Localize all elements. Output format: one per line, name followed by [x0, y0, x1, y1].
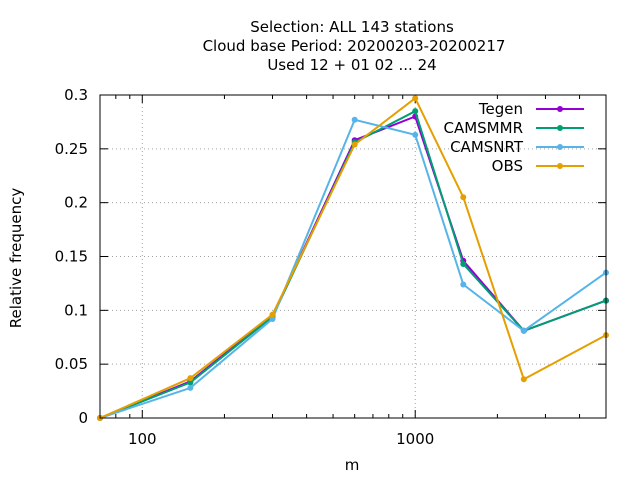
- legend-label-obs: OBS: [492, 157, 523, 175]
- data-point: [412, 95, 419, 102]
- title-line-2: Cloud base Period: 20200203-20200217: [203, 37, 506, 55]
- data-point: [269, 315, 276, 322]
- series-obs: [97, 95, 609, 421]
- title-line-3: Used 12 + 01 02 ... 24: [267, 56, 436, 74]
- legend-label-camsmmr: CAMSMMR: [443, 119, 523, 137]
- x-tick-label: 100: [128, 430, 157, 448]
- data-point: [520, 376, 527, 383]
- series-layer: [97, 95, 609, 421]
- data-point: [412, 108, 419, 115]
- data-point: [351, 141, 358, 148]
- y-tick-label: 0: [78, 409, 88, 427]
- y-tick-label: 0.1: [64, 301, 88, 319]
- y-tick-label: 0.3: [64, 86, 88, 104]
- x-axis-label: m: [345, 456, 360, 474]
- legend-swatch-point: [557, 106, 563, 112]
- title-line-1: Selection: ALL 143 stations: [250, 18, 454, 36]
- legend-label-camsnrt: CAMSNRT: [450, 138, 524, 156]
- ticks: 0 0.05 0.1 0.15 0.2 0.25 0.3 100 1000: [55, 86, 606, 448]
- y-tick-label: 0.15: [55, 248, 88, 266]
- legend-label-tegen: Tegen: [478, 100, 523, 118]
- data-point: [269, 311, 276, 318]
- data-point: [412, 131, 419, 138]
- data-point: [520, 327, 527, 334]
- plot-frame: [99, 94, 607, 419]
- data-point: [187, 379, 194, 386]
- data-point: [460, 261, 467, 268]
- y-tick-label: 0.05: [55, 355, 88, 373]
- data-point: [187, 375, 194, 382]
- series-line: [99, 110, 607, 419]
- x-tick-label: 1000: [396, 430, 434, 448]
- legend-swatch-point: [557, 144, 563, 150]
- legend-swatch-point: [557, 163, 563, 169]
- y-tick-label: 0.2: [64, 194, 88, 212]
- legend-swatch-point: [557, 125, 563, 131]
- series-line: [99, 118, 607, 419]
- y-tick-label: 0.25: [55, 140, 88, 158]
- y-axis-label: Relative frequency: [7, 188, 25, 329]
- data-point: [460, 194, 467, 201]
- chart-title: Selection: ALL 143 stations Cloud base P…: [203, 18, 506, 74]
- data-point: [187, 384, 194, 391]
- series-line: [99, 115, 607, 419]
- data-point: [460, 281, 467, 288]
- data-point: [351, 116, 358, 123]
- series-line: [99, 97, 607, 419]
